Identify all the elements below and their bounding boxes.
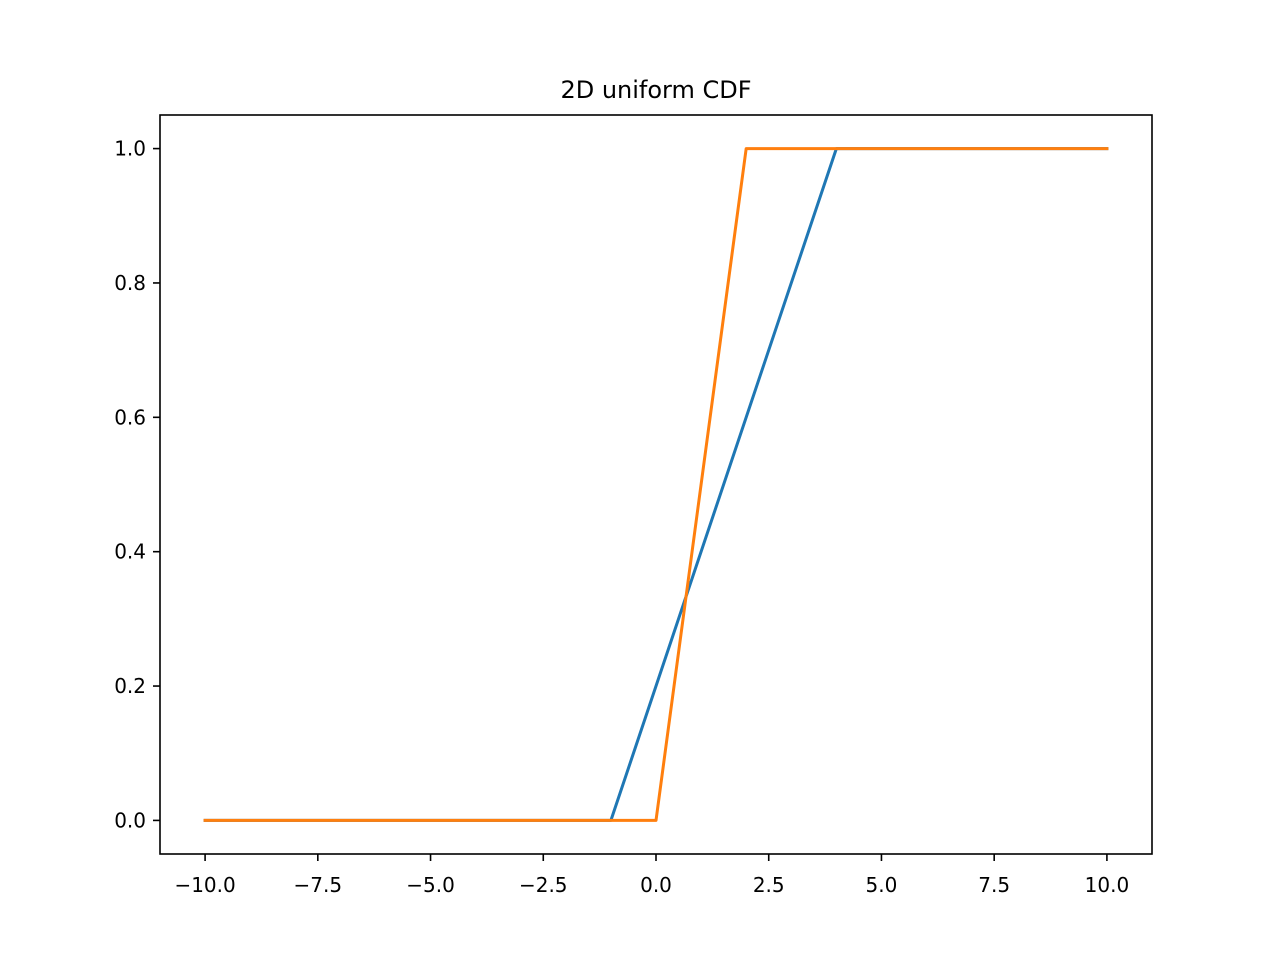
chart-title: 2D uniform CDF [560, 76, 751, 104]
x-tick-label: −5.0 [406, 873, 455, 897]
x-tick-label: −2.5 [519, 873, 568, 897]
y-tick-label: 1.0 [114, 137, 146, 161]
y-tick-label: 0.6 [114, 405, 146, 429]
series-line-2 [203, 147, 1109, 822]
x-tick-label: 7.5 [978, 873, 1010, 897]
y-tick-label: 0.0 [114, 808, 146, 832]
x-tick-label: −7.5 [294, 873, 343, 897]
x-tick-label: 10.0 [1085, 873, 1130, 897]
x-tick-label: 0.0 [640, 873, 672, 897]
x-tick-label: 5.0 [866, 873, 898, 897]
series-layer [203, 147, 1109, 822]
x-tick-label: −10.0 [174, 873, 235, 897]
y-tick-label: 0.2 [114, 674, 146, 698]
y-tick-label: 0.8 [114, 271, 146, 295]
x-tick-label: 2.5 [753, 873, 785, 897]
plot-area-frame [159, 114, 1153, 855]
y-axis: 0.0 0.2 0.4 0.6 0.8 1.0 [114, 137, 160, 832]
y-tick-label: 0.4 [114, 540, 146, 564]
x-axis: −10.0 −7.5 −5.0 −2.5 0.0 2.5 5.0 7.5 10.0 [174, 854, 1129, 897]
